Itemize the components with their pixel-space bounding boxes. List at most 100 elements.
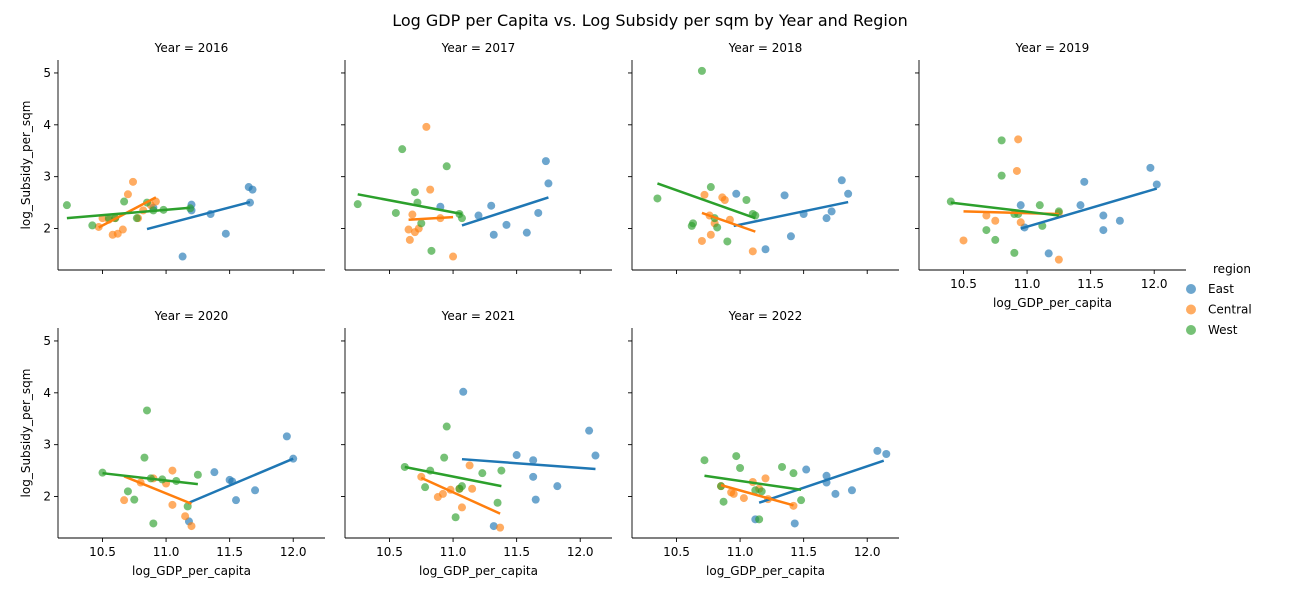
- data-point-east: [529, 472, 538, 481]
- data-point-west: [149, 519, 158, 528]
- data-point-west: [713, 223, 722, 232]
- fit-line-central: [123, 475, 192, 505]
- data-point-central: [438, 489, 447, 498]
- panel-2018: Year = 2018: [628, 41, 899, 274]
- x-tick-label: 10.5: [376, 545, 403, 559]
- fit-line-east: [146, 200, 251, 231]
- data-point-west: [736, 464, 745, 472]
- data-point-central: [700, 190, 709, 199]
- y-tick-label: 5: [43, 66, 51, 80]
- x-axis-label: log_GDP_per_capita: [993, 296, 1112, 310]
- data-point-central: [405, 235, 414, 244]
- data-point-central: [181, 512, 190, 521]
- data-point-east: [534, 208, 543, 217]
- panel-title: Year = 2019: [1015, 41, 1090, 55]
- fit-line-east: [758, 459, 885, 504]
- fit-line-west: [404, 465, 502, 488]
- data-point-east: [831, 489, 840, 498]
- data-point-central: [1016, 218, 1025, 227]
- data-point-west: [997, 171, 1006, 180]
- data-point-west: [440, 453, 449, 462]
- data-point-central: [118, 225, 127, 234]
- data-point-east: [502, 220, 511, 229]
- data-point-central: [789, 501, 798, 510]
- data-point-central: [168, 466, 177, 475]
- data-point-west: [697, 66, 706, 75]
- data-point-west: [410, 188, 419, 197]
- y-axis-label: log_Subsidy_per_sqm: [19, 101, 33, 230]
- y-tick-label: 4: [43, 386, 51, 400]
- data-point-central: [496, 523, 505, 532]
- data-point-west: [123, 487, 132, 496]
- data-point-west: [353, 200, 362, 209]
- data-point-east: [541, 157, 550, 166]
- panel-2020: Year = 2020 2 3 4 5 10.5 11.0 11.5 12.0 log_GDP_p…: [19, 309, 325, 578]
- data-point-west: [732, 452, 741, 461]
- fit-line-east: [187, 457, 294, 505]
- data-point-east: [822, 471, 831, 480]
- data-point-east: [522, 228, 531, 237]
- x-tick-label: 10.5: [950, 277, 977, 291]
- panel-title: Year = 2016: [154, 41, 229, 55]
- data-point-east: [210, 468, 219, 477]
- data-point-west: [391, 208, 400, 217]
- x-tick-label: 10.5: [663, 545, 690, 559]
- data-point-central: [991, 216, 1000, 225]
- data-point-central: [761, 474, 770, 483]
- data-point-east: [1044, 249, 1053, 258]
- data-point-east: [732, 189, 741, 198]
- legend-label-east: East: [1208, 282, 1234, 296]
- data-point-west: [778, 462, 787, 471]
- data-point-east: [1146, 163, 1155, 172]
- data-point-west: [88, 221, 97, 230]
- data-point-west: [719, 497, 728, 506]
- data-point-west: [442, 422, 451, 431]
- data-point-west: [457, 214, 466, 223]
- data-point-central: [408, 210, 417, 219]
- legend-marker-east: [1186, 284, 1196, 294]
- panel-title: Year = 2021: [441, 309, 516, 323]
- data-point-west: [451, 513, 460, 522]
- data-point-central: [129, 177, 138, 186]
- y-tick-label: 3: [43, 438, 51, 452]
- data-point-east: [827, 207, 836, 216]
- data-point-west: [442, 162, 451, 171]
- data-point-central: [123, 190, 132, 199]
- data-point-west: [130, 495, 139, 504]
- data-point-west: [457, 482, 466, 491]
- data-point-east: [1099, 211, 1108, 220]
- data-point-east: [591, 451, 600, 460]
- data-point-central: [748, 247, 757, 256]
- data-point-central: [465, 461, 474, 470]
- data-point-west: [143, 406, 151, 415]
- data-point-east: [544, 179, 553, 188]
- data-point-west: [62, 201, 71, 210]
- data-point-west: [493, 498, 502, 507]
- data-point-central: [697, 236, 706, 245]
- data-point-east: [1115, 216, 1124, 225]
- data-point-east: [251, 486, 260, 495]
- fit-line-east: [1020, 187, 1158, 230]
- data-point-west: [417, 219, 426, 228]
- panel-2021: Year = 2021 10.5 11.0 11.5 12.0 log_GDP_per_c…: [341, 309, 612, 578]
- data-point-west: [1035, 201, 1044, 210]
- data-point-east: [1080, 177, 1089, 186]
- data-point-west: [398, 145, 407, 154]
- data-point-east: [553, 482, 562, 491]
- data-point-east: [802, 465, 811, 474]
- data-point-west: [997, 136, 1006, 145]
- data-point-west: [706, 183, 715, 192]
- x-tick-label: 10.5: [89, 545, 116, 559]
- data-point-west: [421, 483, 430, 492]
- data-point-east: [790, 519, 799, 528]
- data-point-east: [512, 451, 521, 460]
- legend-label-central: Central: [1208, 303, 1252, 317]
- fit-line-west: [704, 474, 802, 492]
- panel-title: Year = 2022: [728, 309, 803, 323]
- fit-line-central: [720, 483, 794, 507]
- data-point-east: [487, 201, 496, 210]
- data-point-central: [1014, 135, 1023, 144]
- data-point-west: [193, 470, 202, 479]
- data-point-west: [132, 214, 141, 223]
- fit-line-east: [461, 457, 596, 471]
